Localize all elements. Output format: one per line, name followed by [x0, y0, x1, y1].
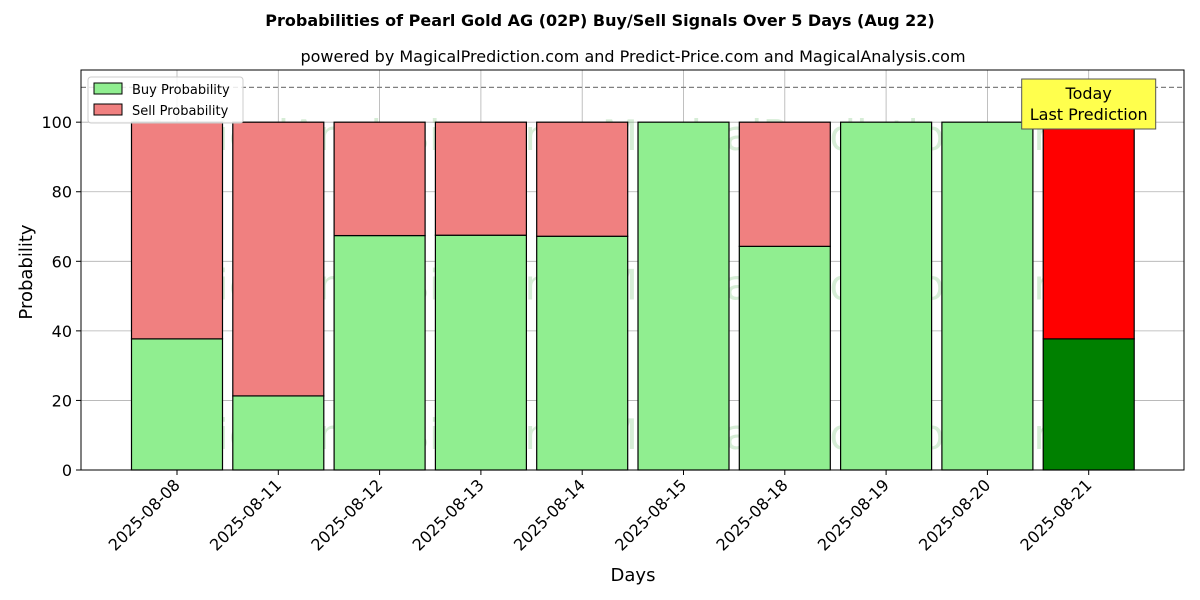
bar-sell-9 [1042, 121, 1135, 340]
y-tick-label-1: 20 [52, 391, 72, 410]
bar-buy-1 [232, 395, 325, 471]
bar-buy-2 [333, 234, 426, 471]
bar-buy-3 [434, 234, 527, 471]
y-axis-ticks: 0 20 40 60 80 100 [41, 113, 81, 480]
legend-label-sell: Sell Probability [132, 104, 229, 119]
plot-frame [80, 69, 1185, 471]
legend-label-buy: Buy Probability [132, 83, 230, 98]
bar-sell-4 [536, 121, 629, 237]
x-tick-label-6: 2025-08-18 [712, 475, 791, 554]
y-tick-label-3: 60 [52, 252, 72, 271]
x-tick-label-4: 2025-08-14 [510, 475, 589, 554]
today-annotation-line-1: Today [1065, 84, 1112, 103]
chart-subtitle: powered by MagicalPrediction.com and Pre… [300, 47, 965, 66]
x-tick-label-2: 2025-08-12 [307, 475, 386, 554]
legend: Buy Probability Sell Probability [87, 76, 244, 124]
bars [130, 121, 1135, 471]
bar-sell-6 [738, 121, 831, 247]
bar-buy-8 [941, 121, 1034, 471]
bar-buy-4 [536, 235, 629, 471]
x-tick-label-8: 2025-08-20 [915, 475, 994, 554]
bar-buy-5 [637, 121, 730, 471]
bar-sell-0 [130, 121, 224, 340]
x-axis-ticks: 2025-08-08 2025-08-11 2025-08-12 2025-08-13… [105, 470, 1096, 555]
x-tick-label-3: 2025-08-13 [409, 475, 488, 554]
y-tick-label-2: 40 [52, 322, 72, 341]
y-axis-label: Probability [16, 224, 37, 319]
legend-swatch-sell [93, 103, 123, 116]
y-tick-label-4: 80 [52, 183, 72, 202]
x-tick-label-7: 2025-08-19 [814, 475, 893, 554]
bar-buy-9 [1042, 338, 1135, 471]
x-axis-label: Days [611, 565, 656, 586]
x-tick-label-5: 2025-08-15 [611, 475, 690, 554]
y-tick-label-5: 100 [41, 113, 72, 132]
bar-sell-1 [232, 121, 325, 397]
bar-buy-0 [130, 338, 224, 471]
legend-swatch-buy [93, 82, 123, 95]
today-annotation: Today Last Prediction [1021, 78, 1157, 130]
x-tick-label-9: 2025-08-21 [1016, 475, 1095, 554]
y-tick-label-0: 0 [62, 461, 72, 480]
today-annotation-box [1021, 78, 1157, 130]
bar-buy-6 [738, 245, 831, 471]
today-annotation-line-2: Last Prediction [1030, 105, 1148, 124]
x-tick-label-1: 2025-08-11 [206, 475, 285, 554]
chart-title: Probabilities of Pearl Gold AG (02P) Buy… [265, 11, 934, 30]
bar-buy-7 [839, 121, 933, 471]
x-tick-label-0: 2025-08-08 [105, 475, 184, 554]
bar-sell-3 [434, 121, 527, 236]
bar-sell-2 [333, 121, 426, 237]
legend-box [87, 76, 244, 124]
